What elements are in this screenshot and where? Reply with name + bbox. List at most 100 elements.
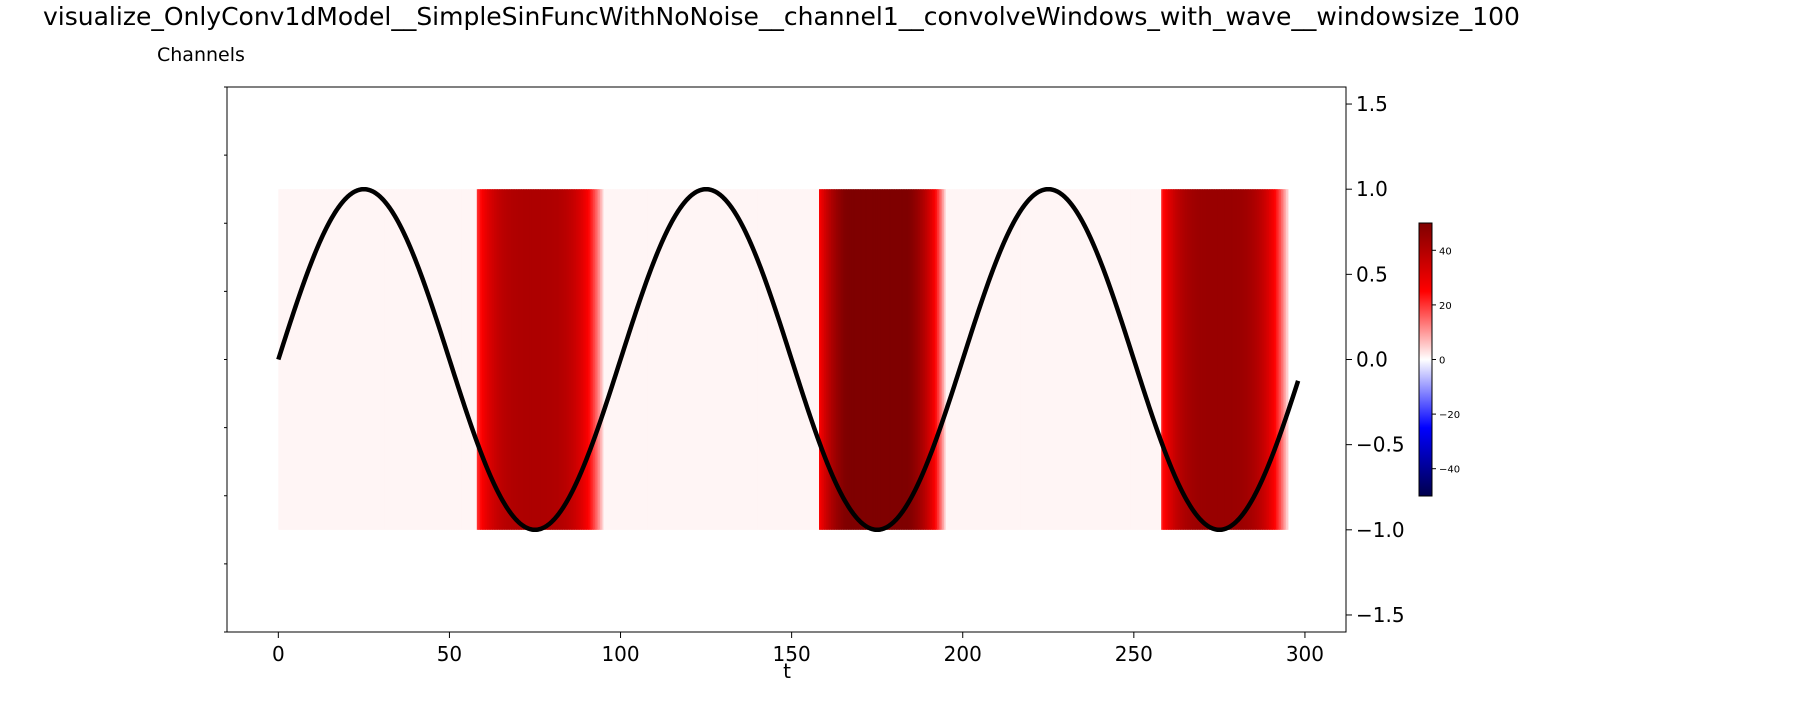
heatmap-cell: [613, 189, 616, 530]
heatmap-cell: [1253, 189, 1256, 530]
heatmap-cell: [830, 189, 834, 530]
heatmap-cell: [416, 189, 420, 530]
heatmap-cell: [372, 189, 375, 530]
heatmap-cell: [505, 189, 509, 530]
heatmap-cell: [832, 189, 836, 530]
heatmap-cell: [401, 189, 404, 530]
heatmap-cell: [1193, 189, 1197, 530]
y-tick-label: 0.0: [1356, 348, 1388, 372]
heatmap-cell: [500, 189, 504, 530]
heatmap-cell: [389, 189, 392, 530]
heatmap-cell: [1099, 189, 1102, 530]
y-tick-label: 1.5: [1356, 92, 1388, 116]
heatmap-cell: [760, 189, 764, 530]
heatmap-cell: [499, 189, 502, 530]
heatmap-cell: [297, 189, 300, 530]
heatmap-cell: [1017, 189, 1020, 530]
heatmap-cell: [1149, 189, 1152, 530]
heatmap-cell: [387, 189, 391, 530]
heatmap-cell: [427, 189, 430, 530]
heatmap-cell: [942, 189, 945, 530]
heatmap-cell: [538, 189, 541, 530]
heatmap-cell: [1048, 189, 1051, 530]
heatmap-cell: [586, 189, 589, 530]
heatmap-cell: [288, 189, 291, 530]
heatmap-cell: [819, 189, 822, 530]
heatmap-cell: [444, 189, 447, 530]
heatmap-cell: [926, 189, 930, 530]
heatmap-cell: [1051, 189, 1055, 530]
heatmap-cell: [996, 189, 1000, 530]
heatmap-cell: [842, 189, 846, 530]
heatmap-cell: [1212, 189, 1215, 530]
heatmap-cell: [706, 189, 709, 530]
y-tick-label: 0.5: [1356, 262, 1388, 286]
heatmap-cell: [555, 189, 558, 530]
heatmap-cell: [1026, 189, 1029, 530]
heatmap-cell: [742, 189, 745, 530]
heatmap-cell: [309, 189, 312, 530]
heatmap-cell: [565, 189, 569, 530]
heatmap-cell: [1277, 189, 1280, 530]
heatmap-cell: [333, 189, 336, 530]
heatmap-cell: [1091, 189, 1094, 530]
heatmap-cell: [1072, 189, 1075, 530]
heatmap-cell: [740, 189, 743, 530]
heatmap-cell: [509, 189, 512, 530]
heatmap-cell: [357, 189, 360, 530]
heatmap-cell: [671, 189, 675, 530]
heatmap-cell: [1173, 189, 1176, 530]
heatmap-cell: [919, 189, 923, 530]
heatmap-cell: [507, 189, 510, 530]
heatmap-cell: [1140, 189, 1143, 530]
x-tick-label: 250: [1115, 642, 1153, 666]
x-tick-label: 200: [944, 642, 982, 666]
heatmap-cell: [690, 189, 693, 530]
heatmap-cell: [584, 189, 587, 530]
heatmap-cell: [558, 189, 562, 530]
y-tick-label: −0.5: [1356, 433, 1405, 457]
heatmap-cell: [731, 189, 735, 530]
heatmap-cell: [829, 189, 832, 530]
heatmap-cell: [435, 189, 439, 530]
heatmap-cell: [1087, 189, 1090, 530]
heatmap-cell: [471, 189, 474, 530]
colorbar-tick-label: −20: [1439, 410, 1460, 421]
y-tick-label: −1.5: [1356, 603, 1405, 627]
heatmap-cell: [925, 189, 928, 530]
heatmap-cell: [1180, 189, 1183, 530]
heatmap-cell: [310, 189, 314, 530]
heatmap-cell: [569, 189, 572, 530]
heatmap-cell: [1067, 189, 1070, 530]
heatmap-cell: [341, 189, 344, 530]
heatmap-cell: [485, 189, 488, 530]
heatmap-cell: [1280, 189, 1284, 530]
heatmap-cell: [600, 189, 603, 530]
heatmap-cell: [767, 189, 770, 530]
heatmap-cell: [793, 189, 796, 530]
heatmap-cell: [798, 189, 801, 530]
heatmap-cell: [639, 189, 642, 530]
heatmap-cell: [695, 189, 699, 530]
heatmap-cell: [629, 189, 632, 530]
heatmap-cell: [954, 189, 957, 530]
heatmap-cell: [410, 189, 413, 530]
heatmap-cell: [1229, 189, 1232, 530]
colorbar: 40 20 0 −20 −40: [1418, 222, 1460, 497]
heatmap-cell: [1003, 189, 1007, 530]
heatmap-cell: [682, 189, 685, 530]
heatmap-cell: [1000, 189, 1003, 530]
heatmap-cell: [329, 189, 332, 530]
heatmap-cell: [1200, 189, 1203, 530]
heatmap-cell: [589, 189, 593, 530]
heatmap-cell: [723, 189, 726, 530]
heatmap-cell: [1234, 189, 1238, 530]
heatmap-cell: [370, 189, 374, 530]
heatmap-cell: [658, 189, 661, 530]
heatmap-cell: [781, 189, 784, 530]
heatmap-cell: [526, 189, 529, 530]
heatmap-cell: [570, 189, 574, 530]
heatmap-cell: [487, 189, 490, 530]
heatmap-cell: [475, 189, 478, 530]
heatmap-cell: [635, 189, 639, 530]
